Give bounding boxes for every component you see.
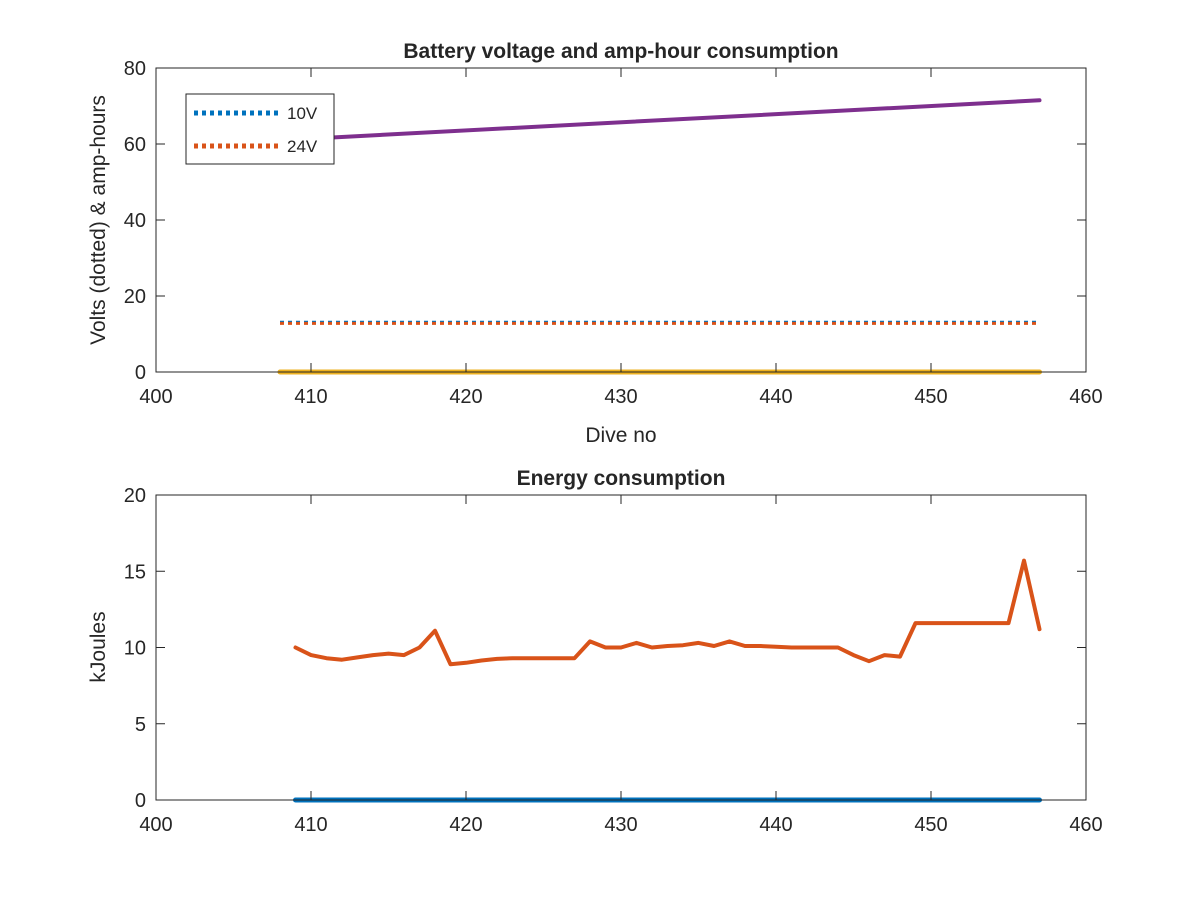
battery-x-tick-label: 420	[449, 386, 482, 408]
energy-ticks: 400 410 420 430 440 450 460 0 5 10 15 20	[124, 485, 1103, 836]
energy-x-tick-label: 430	[604, 814, 637, 836]
battery-y-tick-label: 80	[124, 58, 146, 80]
battery-chart-title: Battery voltage and amp-hour consumption	[403, 40, 838, 63]
battery-y-tick-label: 60	[124, 134, 146, 156]
energy-x-tick-label: 460	[1069, 814, 1102, 836]
energy-x-tick-label: 440	[759, 814, 792, 836]
battery-series-line-3	[278, 98, 1042, 143]
energy-y-tick-label: 15	[124, 561, 146, 583]
energy-x-tick-label: 450	[914, 814, 947, 836]
energy-x-tick-label: 400	[139, 814, 172, 836]
battery-x-tick-label: 460	[1069, 386, 1102, 408]
battery-x-tick-label: 450	[914, 386, 947, 408]
battery-chart: 400 410 420 430 440 450 460 0 20 40 60 80 Battery v…	[87, 40, 1103, 447]
battery-y-tick-label: 0	[135, 362, 146, 384]
legend: 10V 24V	[185, 93, 335, 165]
energy-x-tick-label: 420	[449, 814, 482, 836]
battery-x-axis-label: Dive no	[585, 424, 656, 447]
legend-box	[185, 93, 335, 165]
battery-x-tick-label: 410	[294, 386, 327, 408]
energy-y-tick-label: 20	[124, 485, 146, 507]
energy-chart-title: Energy consumption	[517, 467, 726, 490]
battery-y-axis-label: Volts (dotted) & amp-hours	[87, 95, 110, 345]
energy-y-tick-label: 10	[124, 638, 146, 660]
legend-label-24v: 24V	[287, 137, 318, 156]
energy-series-line-2	[293, 558, 1042, 667]
battery-x-tick-label: 440	[759, 386, 792, 408]
battery-y-tick-label: 20	[124, 286, 146, 308]
energy-y-axis-label: kJoules	[87, 611, 110, 682]
energy-y-tick-label: 0	[135, 790, 146, 812]
battery-y-tick-label: 40	[124, 210, 146, 232]
legend-label-10v: 10V	[287, 104, 318, 123]
battery-x-tick-label: 430	[604, 386, 637, 408]
battery-ticks: 400 410 420 430 440 450 460 0 20 40 60 80	[124, 58, 1103, 408]
battery-x-tick-label: 400	[139, 386, 172, 408]
energy-y-tick-label: 5	[135, 714, 146, 736]
energy-chart: 400 410 420 430 440 450 460 0 5 10 15 20 Energy con…	[87, 467, 1103, 836]
energy-x-tick-label: 410	[294, 814, 327, 836]
